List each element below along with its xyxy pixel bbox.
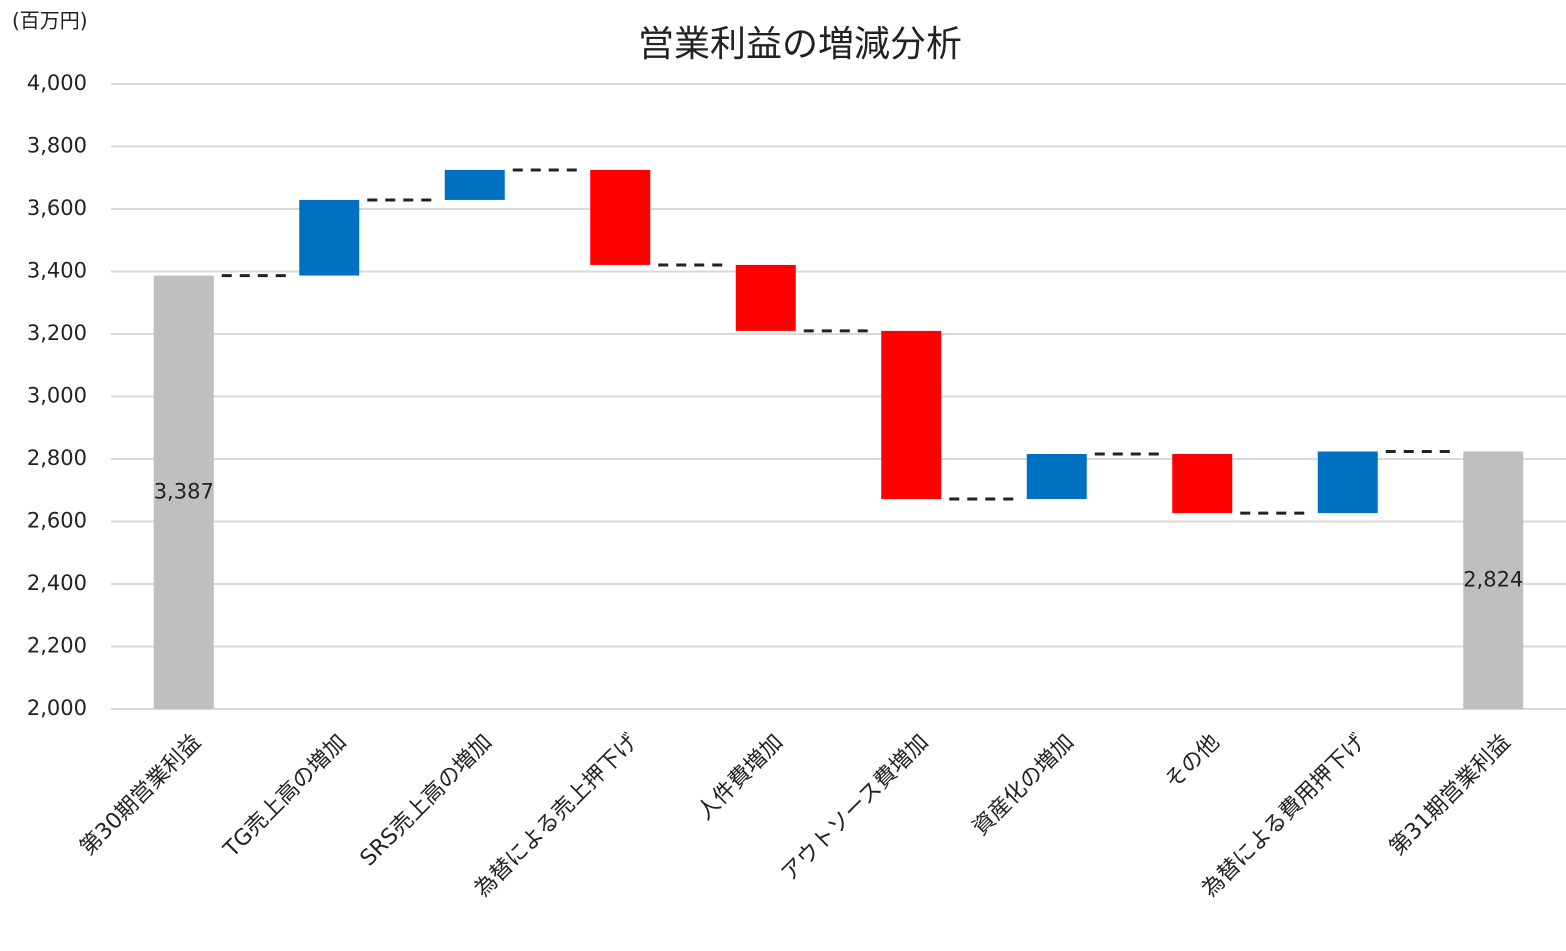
bar (1026, 454, 1087, 499)
y-tick-label: 3,000 (27, 384, 87, 408)
x-tick-label: 為替による費用押下げ (1197, 730, 1370, 903)
x-tick-label: 第31期営業利益 (1385, 730, 1516, 861)
x-tick-label: 資産化の増加 (968, 730, 1079, 841)
x-tick-label: アウトソース費増加 (777, 730, 934, 887)
bar (1172, 454, 1233, 514)
bar (590, 169, 651, 265)
y-tick-label: 2,200 (27, 634, 87, 658)
y-tick-label: 4,000 (27, 71, 87, 95)
y-tick-label: 3,600 (27, 196, 87, 220)
x-tick-label: SRS売上高の増加 (356, 730, 498, 872)
bar (1317, 451, 1378, 514)
unit-label: (百万円) (12, 9, 88, 33)
y-tick-label: 2,600 (27, 509, 87, 533)
y-tick-label: 2,000 (27, 696, 87, 720)
x-tick-label: 人件費増加 (693, 730, 788, 825)
x-tick-label: 第30期営業利益 (75, 730, 206, 861)
value-label: 2,824 (1463, 567, 1523, 591)
bar (153, 275, 214, 709)
value-label: 3,387 (154, 479, 214, 503)
y-tick-label: 2,800 (27, 446, 87, 470)
bar (299, 199, 360, 276)
y-tick-label: 2,400 (27, 571, 87, 595)
x-tick-label: TG売上高の増加 (218, 730, 351, 863)
bar (1463, 451, 1524, 709)
x-tick-label: その他 (1160, 730, 1224, 794)
y-tick-label: 3,800 (27, 134, 87, 158)
bar (881, 330, 942, 499)
x-tick-label: 為替による売上押下げ (470, 730, 643, 903)
bar (735, 264, 796, 331)
bar (444, 169, 505, 200)
y-tick-label: 3,400 (27, 259, 87, 283)
chart-title: 営業利益の増減分析 (638, 24, 962, 65)
y-tick-label: 3,200 (27, 321, 87, 345)
